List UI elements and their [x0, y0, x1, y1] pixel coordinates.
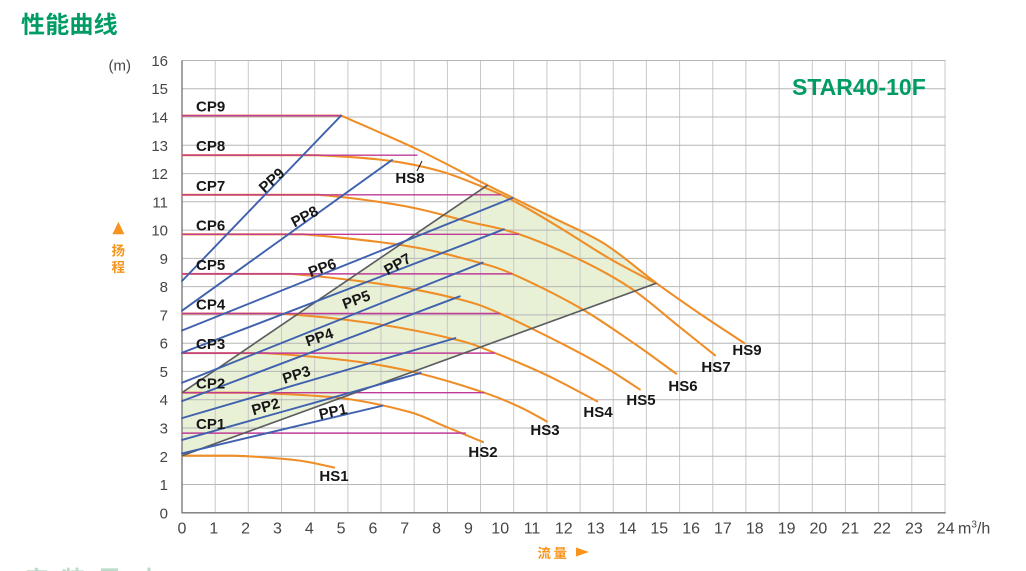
svg-text:HS9: HS9 — [732, 342, 761, 359]
svg-text:2: 2 — [160, 449, 168, 466]
svg-text:23: 23 — [905, 521, 923, 538]
svg-text:12: 12 — [151, 166, 168, 183]
svg-text:CP5: CP5 — [196, 257, 225, 274]
svg-text:2: 2 — [241, 521, 250, 538]
svg-text:CP3: CP3 — [196, 336, 225, 353]
svg-text:STAR40-10F: STAR40-10F — [792, 74, 926, 100]
svg-text:HS3: HS3 — [530, 422, 559, 439]
svg-text:CP1: CP1 — [196, 416, 225, 433]
svg-text:19: 19 — [778, 521, 796, 538]
svg-text:0: 0 — [160, 505, 168, 522]
svg-text:11: 11 — [152, 194, 168, 211]
svg-text:9: 9 — [160, 251, 168, 268]
svg-text:10: 10 — [491, 521, 509, 538]
svg-text:14: 14 — [619, 521, 637, 538]
svg-text:CP4: CP4 — [196, 297, 226, 314]
svg-text:CP2: CP2 — [196, 376, 225, 393]
svg-text:1: 1 — [209, 521, 218, 538]
svg-text:20: 20 — [810, 521, 828, 538]
svg-text:HS8: HS8 — [395, 170, 424, 187]
svg-text:HS2: HS2 — [468, 444, 497, 461]
svg-text:13: 13 — [587, 521, 605, 538]
svg-text:6: 6 — [368, 521, 377, 538]
svg-text:CP8: CP8 — [196, 138, 225, 155]
svg-text:0: 0 — [178, 521, 187, 538]
svg-text:17: 17 — [714, 521, 732, 538]
svg-text:10: 10 — [151, 223, 168, 240]
svg-text:1: 1 — [160, 477, 168, 494]
svg-text:16: 16 — [682, 521, 700, 538]
svg-text:9: 9 — [464, 521, 473, 538]
svg-text:HS4: HS4 — [583, 404, 613, 421]
svg-text:22: 22 — [873, 521, 891, 538]
svg-text:21: 21 — [841, 521, 859, 538]
svg-text:18: 18 — [746, 521, 764, 538]
svg-text:12: 12 — [555, 521, 573, 538]
svg-text:16: 16 — [151, 53, 168, 70]
svg-text:8: 8 — [160, 279, 168, 296]
svg-text:3: 3 — [273, 521, 282, 538]
svg-text:15: 15 — [151, 81, 168, 98]
svg-text:CP9: CP9 — [196, 99, 225, 116]
svg-text:CP6: CP6 — [196, 217, 225, 234]
svg-text:11: 11 — [524, 521, 541, 538]
svg-text:14: 14 — [151, 110, 168, 127]
svg-text:8: 8 — [432, 521, 441, 538]
svg-text:6: 6 — [160, 336, 168, 353]
svg-text:4: 4 — [305, 521, 314, 538]
svg-text:4: 4 — [160, 392, 168, 409]
svg-text:(m): (m) — [109, 58, 132, 75]
svg-text:5: 5 — [337, 521, 346, 538]
svg-text:HS1: HS1 — [319, 468, 348, 485]
svg-text:HS6: HS6 — [668, 378, 697, 395]
svg-text:7: 7 — [160, 307, 168, 324]
svg-text:HS7: HS7 — [701, 359, 730, 376]
svg-text:HS5: HS5 — [626, 392, 655, 409]
svg-text:m3/h: m3/h — [958, 520, 990, 538]
svg-text:15: 15 — [650, 521, 668, 538]
svg-text:5: 5 — [160, 364, 168, 381]
svg-text:24: 24 — [937, 521, 955, 538]
svg-text:3: 3 — [160, 421, 168, 438]
svg-text:7: 7 — [400, 521, 409, 538]
svg-text:CP7: CP7 — [196, 178, 225, 195]
svg-text:PP1: PP1 — [317, 401, 348, 424]
svg-text:13: 13 — [151, 138, 168, 155]
